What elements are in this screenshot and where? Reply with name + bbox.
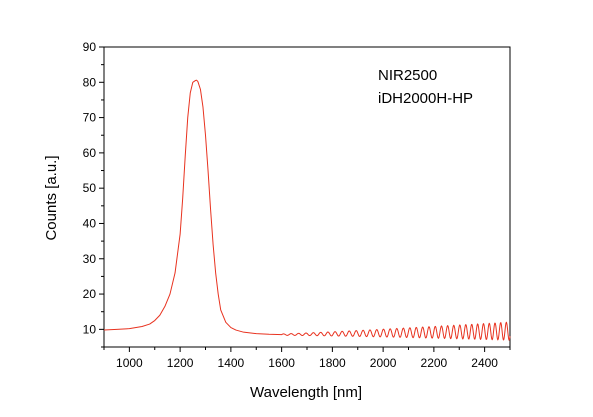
x-tick-label: 1400 — [218, 356, 245, 370]
y-axis-title: Counts [a.u.] — [43, 155, 60, 240]
annotation-detector: NIR2500 — [378, 67, 437, 84]
y-tick-label: 40 — [83, 216, 97, 230]
x-tick-label: 1200 — [167, 356, 194, 370]
y-tick-label: 80 — [83, 75, 97, 89]
x-tick-label: 1000 — [116, 356, 143, 370]
y-tick-label: 70 — [83, 111, 97, 125]
y-tick-label: 30 — [83, 252, 97, 266]
x-tick-label: 2000 — [370, 356, 397, 370]
y-tick-label: 90 — [83, 40, 97, 54]
x-tick-label: 2200 — [421, 356, 448, 370]
plot-area: 1000 1200 1400 1600 1800 2000 2200 2400 10 20 30 40… — [83, 40, 511, 370]
y-tick-label: 60 — [83, 146, 97, 160]
y-tick-label: 10 — [83, 322, 97, 336]
y-tick-label: 20 — [83, 287, 97, 301]
series-line-0 — [103, 79, 511, 341]
x-tick-label: 1600 — [268, 356, 295, 370]
x-axis-title: Wavelength [nm] — [250, 384, 362, 401]
y-tick-label: 50 — [83, 181, 97, 195]
x-tick-label: 1800 — [319, 356, 346, 370]
annotation-light-source: iDH2000H-HP — [378, 90, 473, 107]
x-tick-label: 2400 — [471, 356, 498, 370]
